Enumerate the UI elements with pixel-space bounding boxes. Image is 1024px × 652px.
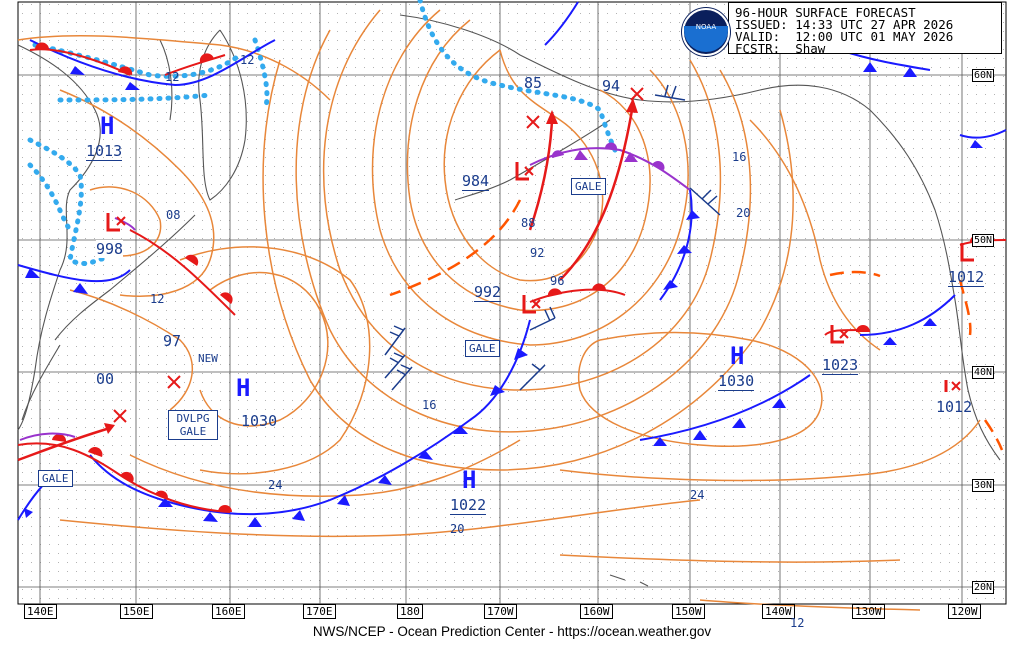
lon-label: 140W	[762, 604, 795, 619]
isobar-label: 20	[450, 522, 465, 536]
pressure-value: 998	[96, 240, 124, 258]
pressure-value: 1022	[450, 496, 487, 515]
hawaii	[609, 574, 649, 587]
lat-label: 20N	[972, 581, 995, 594]
issued-time: ISSUED: 14:33 UTC 27 APR 2026	[735, 17, 954, 32]
lon-label: 180	[397, 604, 423, 619]
low-center-markers	[106, 162, 974, 392]
gale-warning-box: GALE	[571, 178, 606, 195]
cold-front-barbs	[24, 62, 983, 527]
lat-label: 50N	[972, 234, 995, 247]
occluded-front-symbols	[551, 142, 665, 170]
high-pressure-symbol: H	[462, 466, 477, 494]
isobar-label: 08	[166, 208, 181, 222]
isobar-label: 97	[163, 332, 182, 350]
lat-label: 30N	[972, 479, 995, 492]
noaa-logo-text: NOAA	[695, 23, 717, 31]
high-pressure-symbol: H	[100, 112, 115, 140]
isobar-label: 94	[602, 77, 621, 95]
pressure-value: 1030	[718, 372, 755, 391]
isobar-label: 16	[732, 150, 747, 164]
asia-coast	[17, 44, 101, 431]
map-frame	[17, 1, 1007, 605]
low-center-x	[116, 166, 961, 391]
lat-label: 60N	[972, 69, 995, 82]
isobar-label: 12	[165, 70, 180, 84]
alaska-coast	[399, 14, 1001, 461]
pressure-value: 1030	[241, 412, 278, 430]
gale-warning-box: GALE	[38, 470, 73, 487]
isobar-label: 12	[150, 292, 165, 306]
lon-label: 140E	[24, 604, 57, 619]
lon-label: 150E	[120, 604, 153, 619]
high-pressure-symbol: H	[236, 374, 251, 402]
lon-label: 150W	[672, 604, 705, 619]
lon-label: 160W	[580, 604, 613, 619]
storm-tracks	[17, 109, 634, 462]
gale-warning-box: GALE	[465, 340, 500, 357]
lat-label: 40N	[972, 366, 995, 379]
valid-time: VALID: 12:00 UTC 01 MAY 2026	[735, 29, 954, 44]
pressure-value: 1012	[936, 398, 973, 416]
isobar-label: 85	[524, 74, 543, 92]
isobar-label: 24	[268, 478, 283, 492]
pressure-value: 1013	[86, 142, 123, 161]
aleutians	[454, 119, 611, 201]
isobar-label: 16	[422, 398, 437, 412]
developing-gale-box: DVLPG GALE	[168, 410, 218, 440]
isobar-label: 12	[240, 53, 255, 67]
coastlines	[17, 14, 1001, 587]
future-position-markers	[113, 87, 644, 423]
track-arrowheads	[104, 98, 638, 434]
isobar-label: 88	[521, 216, 536, 230]
forecaster: FCSTR: Shaw	[735, 41, 826, 56]
sakhalin	[159, 39, 173, 121]
isobar-label: 92	[530, 246, 545, 260]
pressure-value: 1023	[822, 356, 859, 375]
pressure-value: 984	[462, 172, 490, 191]
isobar-label: 20	[736, 206, 751, 220]
pressure-value: 1012	[948, 268, 985, 287]
high-pressure-symbol: H	[730, 342, 745, 370]
isobar-label: 24	[690, 488, 705, 502]
kuril-japan	[21, 214, 196, 421]
lon-label: 130W	[852, 604, 885, 619]
new-label: NEW	[198, 352, 218, 365]
isobars	[17, 9, 981, 611]
lon-label: 170W	[484, 604, 517, 619]
wind-barbs	[384, 84, 721, 391]
lon-label: 170E	[303, 604, 336, 619]
isobar-label: 00	[96, 370, 115, 388]
footer-credit: NWS/NCEP - Ocean Prediction Center - htt…	[312, 624, 712, 639]
cold-fronts	[17, 1, 1007, 521]
forecast-header: 96-HOUR SURFACE FORECAST ISSUED: 14:33 U…	[728, 2, 1002, 56]
ice-edge	[27, 0, 618, 267]
isobar-label: 12	[790, 616, 805, 630]
product-title: 96-HOUR SURFACE FORECAST	[735, 5, 916, 20]
pressure-value: 992	[474, 283, 502, 302]
troughs	[389, 199, 1004, 451]
isobar-label: 96	[550, 274, 565, 288]
noaa-logo: NOAA	[682, 8, 730, 56]
lon-label: 160E	[212, 604, 245, 619]
lon-label: 120W	[948, 604, 981, 619]
